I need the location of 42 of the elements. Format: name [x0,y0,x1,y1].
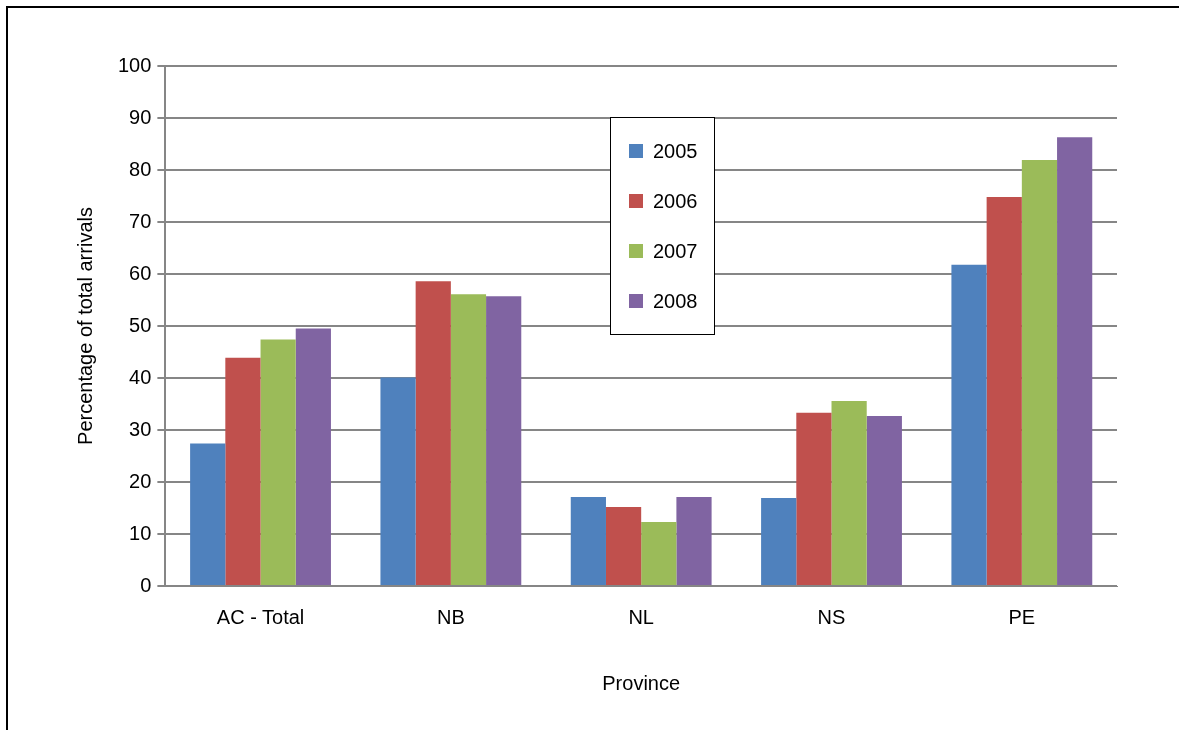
y-tick-label: 100 [117,53,152,76]
bar [415,281,451,585]
legend-label: 2008 [653,289,698,313]
y-tick-label: 20 [129,469,152,492]
y-tick-label: 10 [129,521,152,544]
bar [676,497,712,585]
bar [641,522,677,585]
bar [380,377,416,585]
legend-label: 2005 [653,139,698,163]
y-tick-label: 50 [129,313,152,336]
bar [486,296,522,585]
y-axis-title: Percentage of total arrivals [73,207,96,445]
y-tick-label: 0 [140,573,152,596]
bar [866,415,902,585]
bar [951,264,987,585]
bar [796,412,832,585]
y-tick-label: 30 [129,417,152,440]
y-tick-label: 40 [129,365,152,388]
y-tick-label: 70 [129,209,152,232]
x-tick-label: AC - Total [216,605,305,628]
y-tick-label: 60 [129,261,152,284]
bar [761,498,797,585]
bar [570,497,606,585]
bar [260,339,296,585]
x-tick-label: NS [817,605,846,628]
bar [605,506,642,585]
legend-label: 2007 [653,239,698,263]
y-tick-label: 90 [129,105,152,128]
x-tick-label: NB [436,605,465,628]
x-tick-label: NL [628,605,654,628]
bar [1021,160,1058,585]
bar [1057,137,1093,585]
legend-label: 2006 [653,189,698,213]
y-tick-label: 80 [129,157,152,180]
x-axis-title: Province [602,671,681,694]
bar [986,197,1022,585]
bar [295,328,331,585]
bar [450,294,487,585]
bar [831,400,867,585]
bar [190,443,226,585]
bar [225,357,261,585]
x-tick-label: PE [1008,605,1036,628]
